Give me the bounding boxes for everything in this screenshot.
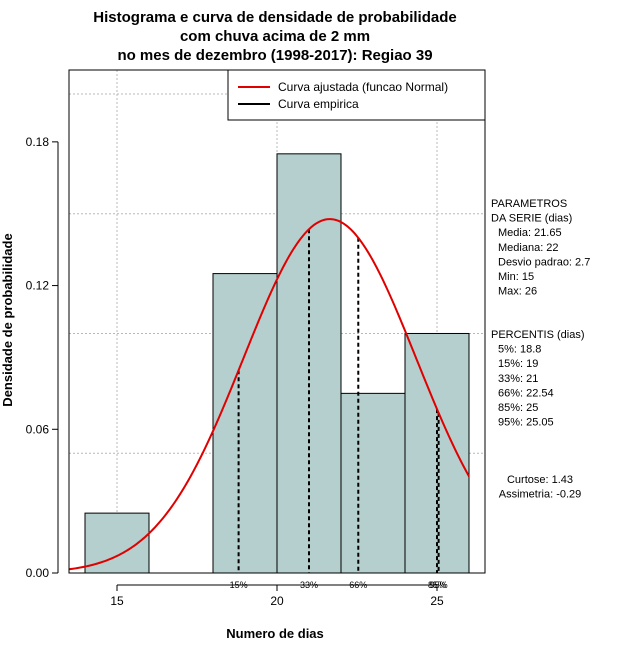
bar-4 [340,392,406,574]
params-line-2: Media: 21.65 [498,227,562,239]
params-line-6: Max: 26 [498,286,537,298]
stats-panel: PARAMETROS DA SERIE (dias) Media: 21.65 Med… [491,198,590,501]
y-axis-label: Densidade de probabilidade [0,233,15,406]
x-tick-label-2: 25 [430,594,444,608]
percentis-line-0: PERCENTIS (dias) [491,329,585,341]
percentile-label-4: 95% [430,580,448,590]
legend-box [227,69,486,121]
percentis-line-3: 33%: 21 [498,373,538,385]
params-line-1: DA SERIE (dias) [491,213,572,225]
title-line-1: Histograma e curva de densidade de proba… [93,9,456,26]
params-line-0: PARAMETROS [491,198,567,210]
legend: Curva ajustada (funcao Normal) Curva empi… [227,69,486,121]
y-tick-label-3: 0.18 [26,135,50,149]
normal-curve-line [68,218,470,571]
title-line-3: no mes de dezembro (1998-2017): Regiao 3… [117,47,432,64]
percentis-line-5: 85%: 25 [498,402,538,414]
params-line-3: Mediana: 22 [498,242,559,254]
axes: 0.00 0.06 0.12 0.18 15 20 25 Numero de dias Dens… [0,135,444,641]
percentis-line-6: 95%: 25.05 [498,417,554,429]
bar-2 [212,273,278,574]
params-line-4: Desvio padrao: 2.7 [498,256,590,268]
shape-line-0: Curtose: 1.43 [507,474,573,486]
y-tick-label-2: 0.12 [26,279,50,293]
normal-curve [68,218,470,571]
shape-line-1: Assimetria: -0.29 [499,489,582,501]
legend-label-0: Curva ajustada (funcao Normal) [278,80,448,94]
title-line-2: com chuva acima de 2 mm [180,28,370,45]
legend-label-1: Curva empirica [278,97,359,111]
histogram-bars [84,153,470,574]
percentis-line-2: 15%: 19 [498,358,538,370]
y-tick-label-1: 0.06 [26,422,50,436]
percentis-line-4: 66%: 22.54 [498,387,554,399]
x-tick-label-0: 15 [110,594,124,608]
y-tick-label-0: 0.00 [26,566,50,580]
chart-title: Histograma e curva de densidade de proba… [93,9,456,64]
x-axis-label: Numero de dias [226,626,324,641]
percentis-line-1: 5%: 18.8 [498,344,541,356]
params-line-5: Min: 15 [498,271,534,283]
x-tick-label-1: 20 [270,594,284,608]
